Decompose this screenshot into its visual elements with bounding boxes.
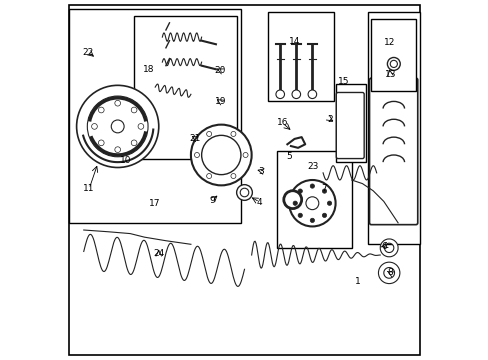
Circle shape <box>206 131 211 136</box>
Text: 19: 19 <box>214 97 225 106</box>
Bar <box>367 12 419 244</box>
Circle shape <box>115 100 121 106</box>
Bar <box>134 16 237 158</box>
Circle shape <box>283 191 301 208</box>
Circle shape <box>240 188 248 197</box>
Circle shape <box>115 147 121 153</box>
Circle shape <box>389 60 397 67</box>
Circle shape <box>236 185 252 201</box>
Text: 14: 14 <box>288 37 300 46</box>
Bar <box>69 9 241 223</box>
Circle shape <box>291 90 300 99</box>
Wedge shape <box>380 239 397 257</box>
Circle shape <box>309 218 314 222</box>
Circle shape <box>77 85 159 167</box>
Circle shape <box>194 153 199 157</box>
Text: 18: 18 <box>142 65 154 74</box>
Circle shape <box>326 201 331 205</box>
FancyBboxPatch shape <box>369 78 417 225</box>
Text: 2: 2 <box>327 115 332 124</box>
Text: 11: 11 <box>83 184 95 193</box>
Circle shape <box>322 213 326 217</box>
Circle shape <box>98 140 104 146</box>
Text: 5: 5 <box>285 152 291 161</box>
Circle shape <box>288 180 335 226</box>
Text: 15: 15 <box>337 77 349 86</box>
Text: 21: 21 <box>189 134 201 143</box>
Circle shape <box>230 131 235 136</box>
Circle shape <box>243 153 247 157</box>
Text: 9: 9 <box>209 196 215 205</box>
Circle shape <box>322 189 326 193</box>
Text: 20: 20 <box>214 66 225 75</box>
Circle shape <box>91 123 97 129</box>
Circle shape <box>111 120 124 133</box>
Text: 7: 7 <box>321 184 326 193</box>
Text: 17: 17 <box>148 199 160 208</box>
Circle shape <box>131 107 137 113</box>
Circle shape <box>292 201 297 205</box>
Circle shape <box>298 189 302 193</box>
Circle shape <box>98 107 104 113</box>
Circle shape <box>298 213 302 217</box>
Text: 4: 4 <box>257 198 262 207</box>
Text: 22: 22 <box>82 48 94 57</box>
Bar <box>267 12 333 102</box>
FancyBboxPatch shape <box>69 5 419 355</box>
Circle shape <box>206 174 211 179</box>
Circle shape <box>305 197 318 210</box>
Bar <box>370 19 415 91</box>
Text: 1: 1 <box>354 277 360 286</box>
Text: 3: 3 <box>258 167 264 176</box>
Text: 13: 13 <box>384 70 395 79</box>
Text: 10: 10 <box>120 156 131 165</box>
Circle shape <box>309 184 314 188</box>
Circle shape <box>201 135 241 175</box>
Text: 12: 12 <box>383 38 394 47</box>
Wedge shape <box>378 262 399 284</box>
Circle shape <box>131 140 137 146</box>
Bar <box>276 152 351 248</box>
Text: 8: 8 <box>386 268 392 277</box>
Circle shape <box>386 58 400 70</box>
FancyBboxPatch shape <box>336 93 364 158</box>
Bar <box>335 84 365 162</box>
Circle shape <box>307 90 316 99</box>
Circle shape <box>230 174 235 179</box>
Text: 6: 6 <box>380 242 386 251</box>
Text: 23: 23 <box>307 162 318 171</box>
Text: 24: 24 <box>153 249 164 258</box>
Circle shape <box>275 90 284 99</box>
Text: 16: 16 <box>276 118 287 127</box>
Circle shape <box>138 123 143 129</box>
Circle shape <box>190 125 251 185</box>
